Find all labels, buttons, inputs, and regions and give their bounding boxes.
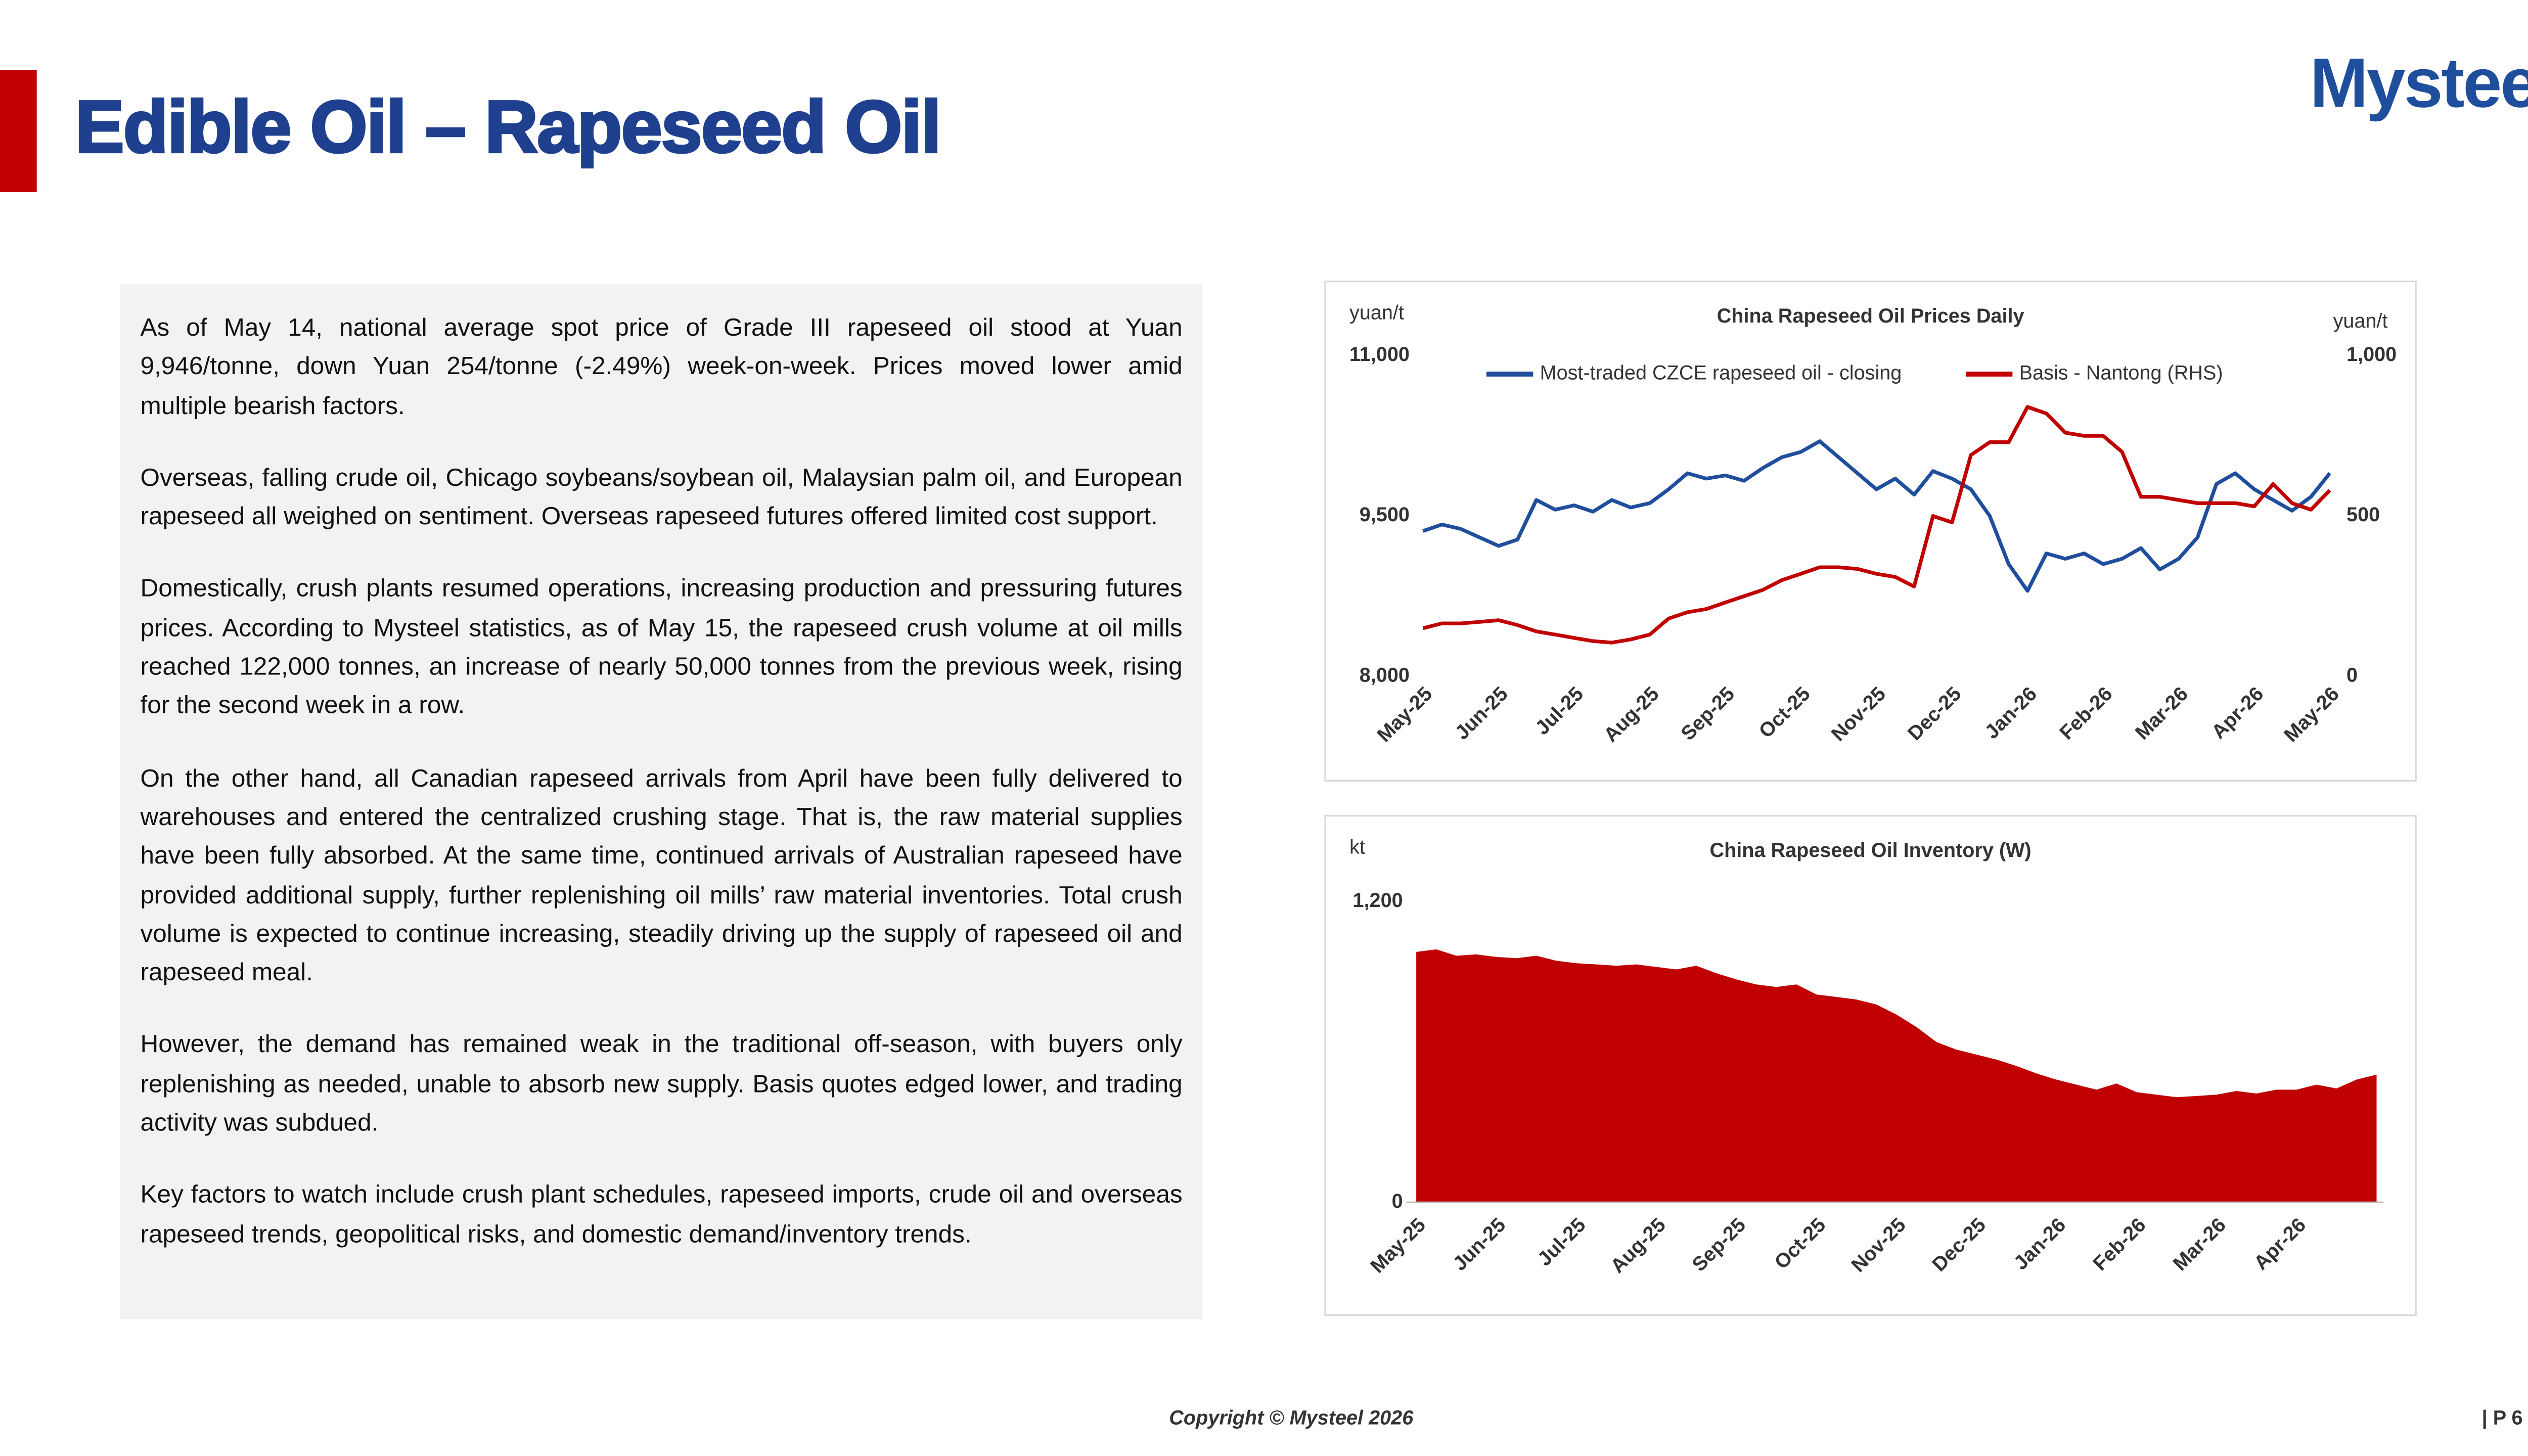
y2-tick-label: 500 xyxy=(2346,504,2380,526)
copyright: Copyright © Mysteel 2026 xyxy=(1169,1406,1414,1430)
paragraph: As of May 14, national average spot pric… xyxy=(140,314,1183,421)
x-tick-label: Jan-26 xyxy=(2009,1214,2070,1275)
paragraph: On the other hand, all Canadian rapeseed… xyxy=(140,764,1183,987)
y2-axis-label: yuan/t xyxy=(2333,310,2388,332)
page-number: | P 6 xyxy=(2481,1406,2523,1430)
y-tick-label: 9,500 xyxy=(1360,504,1410,526)
paragraph: Domestically, crush plants resumed opera… xyxy=(140,575,1183,720)
y-axis-label: yuan/t xyxy=(1349,301,1404,324)
series-line xyxy=(1422,439,2331,593)
x-tick-label: Apr-26 xyxy=(2249,1214,2310,1275)
legend-label: Basis - Nantong (RHS) xyxy=(2019,361,2223,384)
text-panel: As of May 14, national average spot pric… xyxy=(120,284,1203,1320)
paragraph: Key factors to watch include crush plant… xyxy=(140,1181,1183,1249)
x-tick-label: Oct-25 xyxy=(1770,1214,1830,1273)
legend-label: Most-traded CZCE rapeseed oil - closing xyxy=(1540,361,1902,384)
x-tick-label: Aug-25 xyxy=(1600,682,1663,746)
y-tick-label: 1,200 xyxy=(1353,889,1403,912)
logo: Mysteel xyxy=(2310,43,2528,122)
x-tick-label: Jul-25 xyxy=(1533,1214,1590,1270)
y-tick-label: 11,000 xyxy=(1349,343,1410,366)
x-tick-label: Dec-25 xyxy=(1928,1214,1990,1276)
x-tick-label: Jun-25 xyxy=(1449,1214,1510,1275)
y-axis-label: kt xyxy=(1349,836,1365,858)
paragraph: Overseas, falling crude oil, Chicago soy… xyxy=(140,464,1183,532)
x-tick-label: Nov-25 xyxy=(1827,682,1890,746)
x-tick-label: Sep-25 xyxy=(1677,682,1739,745)
x-tick-label: Mar-26 xyxy=(2131,682,2192,744)
chart-title: China Rapeseed Oil Prices Daily xyxy=(1717,305,2024,327)
chart-title: China Rapeseed Oil Inventory (W) xyxy=(1709,839,2031,861)
x-tick-label: May-26 xyxy=(2280,682,2343,746)
x-tick-label: Nov-25 xyxy=(1847,1214,1910,1277)
x-tick-label: Oct-25 xyxy=(1754,682,1814,742)
y2-tick-label: 0 xyxy=(2346,664,2358,686)
x-tick-label: Jan-26 xyxy=(1980,682,2041,743)
x-tick-label: Aug-25 xyxy=(1606,1214,1670,1278)
x-tick-label: Mar-26 xyxy=(2169,1214,2230,1275)
x-tick-label: May-25 xyxy=(1366,1214,1430,1278)
chart-frame xyxy=(1324,280,2417,782)
x-tick-label: May-25 xyxy=(1373,682,1436,746)
x-tick-label: Feb-26 xyxy=(2089,1214,2150,1275)
x-tick-label: Sep-25 xyxy=(1688,1214,1750,1276)
x-tick-label: Dec-25 xyxy=(1904,682,1966,745)
y-tick-label: 8,000 xyxy=(1360,664,1410,686)
x-tick-label: Feb-26 xyxy=(2055,682,2116,744)
x-tick-label: Jul-25 xyxy=(1531,682,1588,739)
x-tick-label: Apr-26 xyxy=(2207,682,2268,743)
x-tick-label: Jun-25 xyxy=(1451,682,1512,744)
y2-tick-label: 1,000 xyxy=(2346,343,2397,366)
paragraph: However, the demand has remained weak in… xyxy=(140,1031,1183,1138)
accent-bar xyxy=(0,70,37,192)
slide-title: Edible Oil – Rapeseed Oil xyxy=(74,85,942,170)
series-line xyxy=(1422,405,2331,645)
y-tick-label: 0 xyxy=(1392,1190,1403,1212)
area xyxy=(1416,949,2377,1203)
